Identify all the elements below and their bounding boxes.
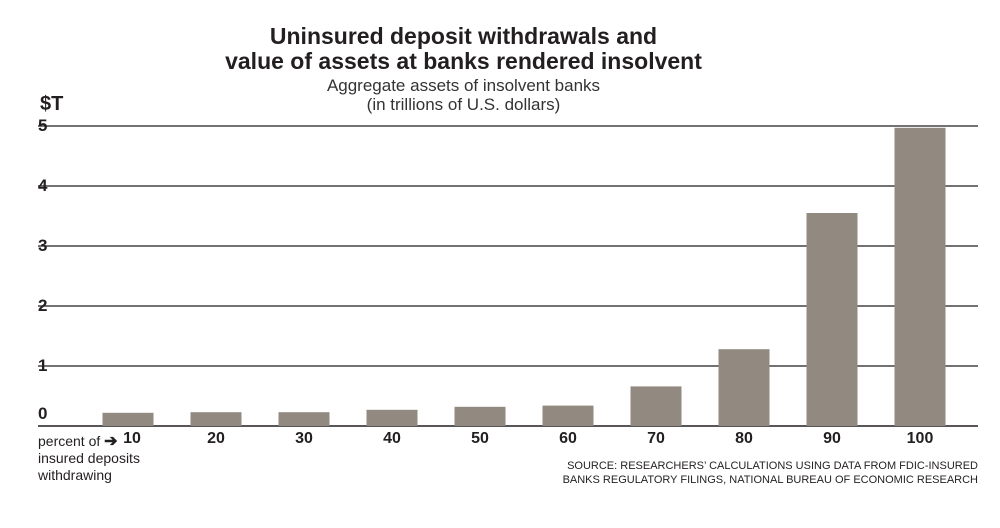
- source-note: SOURCE: RESEARCHERS’ CALCULATIONS USING …: [563, 459, 978, 487]
- x-axis-note-prefix: percent of: [38, 433, 101, 449]
- y-tick-label-1: 1: [38, 356, 48, 375]
- x-tick-label-30: 30: [295, 430, 313, 447]
- bar-20: [190, 412, 242, 426]
- source-note-line-1: SOURCE: RESEARCHERS’ CALCULATIONS USING …: [567, 460, 978, 472]
- chart-title: Uninsured deposit withdrawals and value …: [0, 24, 927, 74]
- bar-10: [102, 412, 154, 426]
- x-tick-label-90: 90: [823, 430, 841, 447]
- x-tick-label-40: 40: [383, 430, 401, 447]
- x-tick-label-50: 50: [471, 430, 489, 447]
- y-tick-label-3: 3: [38, 236, 48, 255]
- y-tick-label-2: 2: [38, 296, 48, 315]
- y-tick-label-5: 5: [38, 116, 48, 135]
- bar-30: [278, 412, 330, 426]
- x-tick-label-100: 100: [906, 430, 934, 447]
- x-axis-note-line-3: withdrawing: [38, 467, 112, 483]
- x-tick-label-80: 80: [735, 430, 753, 447]
- x-tick-label-20: 20: [207, 430, 225, 447]
- bar-50: [454, 406, 506, 426]
- bar-90: [806, 213, 858, 426]
- source-note-line-2: BANKS REGULATORY FILINGS, NATIONAL BUREA…: [562, 474, 978, 486]
- bar-70: [630, 386, 682, 426]
- x-tick-label-70: 70: [647, 430, 665, 447]
- y-axis-unit-label: $T: [40, 93, 64, 115]
- bar-40: [366, 409, 418, 426]
- chart-subtitle-line-2: (in trillions of U.S. dollars): [366, 95, 561, 114]
- y-tick-label-4: 4: [38, 176, 48, 195]
- x-tick-label-10: 10: [123, 430, 141, 447]
- chart-title-line-2: value of assets at banks rendered insolv…: [225, 48, 702, 74]
- chart-subtitle-line-1: Aggregate assets of insolvent banks: [326, 76, 601, 95]
- x-axis-note: percent of ➔ insured deposits withdrawin…: [38, 433, 140, 484]
- y-tick-label-0: 0: [38, 404, 48, 423]
- chart-title-line-1: Uninsured deposit withdrawals and: [269, 23, 658, 49]
- bar-80: [718, 349, 770, 426]
- x-axis-note-line-2: insured deposits: [38, 450, 140, 466]
- bar-100: [894, 127, 946, 427]
- right-arrow-icon: ➔: [104, 433, 118, 450]
- bar-60: [542, 405, 594, 426]
- x-tick-label-60: 60: [559, 430, 577, 447]
- chart-subtitle: Aggregate assets of insolvent banks (in …: [0, 76, 927, 114]
